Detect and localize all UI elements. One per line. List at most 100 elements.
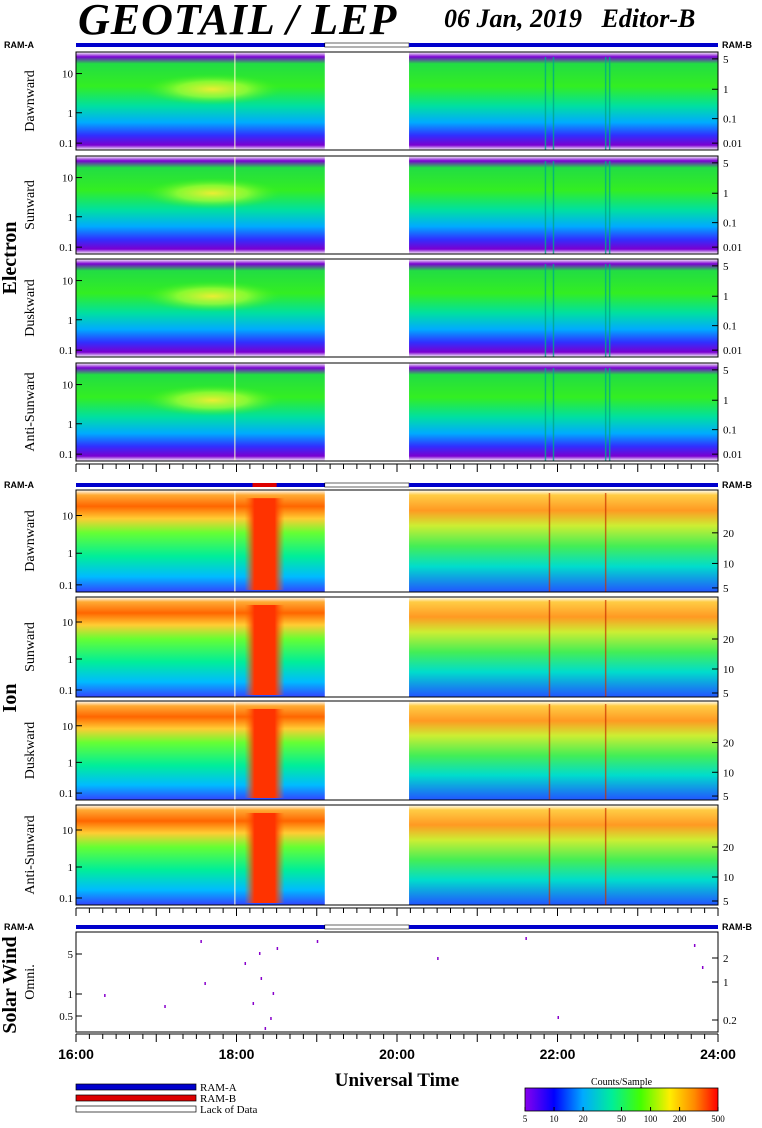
spectrogram-cells: [76, 805, 325, 905]
solar-wind-point: [525, 937, 527, 940]
y-tick-label: 1: [68, 989, 74, 1001]
y-tick-right-label: 5: [723, 158, 729, 170]
y-tick-right-label: 10: [723, 767, 735, 779]
panel-frame: [75, 804, 719, 906]
y-tick-right-label: 0.1: [723, 114, 737, 126]
y-tick-label: 0.1: [59, 893, 73, 905]
y-tick-label: 5: [68, 949, 74, 961]
y-tick-right-label: 2: [723, 953, 729, 965]
y-tick-right-label: 0.1: [723, 218, 737, 230]
panel-label: Duskward: [23, 279, 38, 337]
page-subtitle: 06 Jan, 2019 Editor-B: [444, 4, 695, 34]
y-tick-right-label: 10: [723, 872, 735, 884]
panel-label: Anti-Sunward: [23, 815, 38, 894]
solar-wind-point: [252, 1002, 255, 1005]
date-label: 06 Jan, 2019: [444, 4, 582, 33]
panel-frame: [75, 931, 719, 1033]
solar-wind-point: [164, 1005, 166, 1008]
legend-label: Lack of Data: [200, 1104, 258, 1116]
y-tick-right-label: 5: [723, 688, 729, 700]
spectrogram-cells: [76, 701, 325, 800]
y-tick-label: 1: [68, 315, 74, 327]
colorbar-title: Counts/Sample: [591, 1077, 653, 1088]
ram-a-bar: [76, 925, 325, 929]
y-tick-right-label: 0.1: [723, 321, 737, 333]
panel-frame: [75, 362, 719, 462]
panel-frame: [75, 700, 719, 801]
spectrogram-hotspot: [142, 280, 283, 312]
y-tick-label: 0.5: [59, 1011, 73, 1023]
panel-label: Dawnward: [23, 70, 38, 131]
solar-wind-point: [693, 944, 696, 947]
ram-b-label: RAM-B: [722, 922, 752, 932]
ram-a-label: RAM-A: [4, 480, 34, 490]
solar-wind-point: [701, 966, 704, 969]
ram-a-label: RAM-A: [4, 922, 34, 932]
y-tick-label: 0.1: [59, 242, 73, 254]
y-tick-right-label: 20: [723, 738, 735, 750]
y-tick-right-label: 0.1: [723, 425, 737, 437]
solar-wind-point: [270, 1017, 272, 1020]
y-tick-label: 10: [62, 380, 74, 392]
y-tick-label: 0.1: [59, 449, 73, 461]
y-tick-right-label: 1: [723, 291, 729, 303]
panel-label: Sunward: [23, 180, 38, 230]
y-tick-label: 10: [62, 825, 74, 837]
y-tick-label: 0.1: [59, 580, 73, 592]
solar-wind-point: [104, 994, 106, 997]
y-tick-label: 10: [62, 721, 74, 733]
solar-wind-point: [200, 940, 202, 943]
spectrogram-burst: [244, 813, 285, 903]
spectrogram-hotspot: [142, 177, 283, 209]
y-tick-right-label: 5: [723, 791, 729, 803]
y-tick-right-label: 0.2: [723, 1015, 737, 1027]
spectrogram-cells: [409, 597, 718, 697]
ram-a-bar: [76, 483, 325, 487]
y-tick-label: 10: [62, 617, 74, 629]
ram-b-bar: [252, 483, 277, 487]
x-axis-label: Universal Time: [335, 1070, 459, 1091]
colorbar-tick-label: 20: [579, 1114, 589, 1124]
panel-label: Dawnward: [23, 510, 38, 571]
y-tick-right-label: 10: [723, 558, 735, 570]
spectrogram-hotspot: [142, 73, 283, 105]
page-title: GEOTAIL / LEP: [78, 0, 398, 44]
lack-of-data-bar: [324, 482, 410, 488]
x-tick-label: 16:00: [58, 1046, 94, 1062]
y-tick-label: 10: [62, 276, 74, 288]
solar-wind-point: [437, 957, 439, 960]
y-tick-right-label: 1: [723, 188, 729, 200]
y-tick-label: 0.1: [59, 685, 73, 697]
y-tick-right-label: 0.01: [723, 345, 742, 357]
colorbar-tick-label: 200: [673, 1114, 687, 1124]
y-tick-label: 0.1: [59, 345, 73, 357]
y-tick-right-label: 5: [723, 365, 729, 377]
x-tick-label: 24:00: [700, 1046, 736, 1062]
spectrogram-cells: [409, 52, 718, 150]
spectrogram-burst: [244, 498, 285, 590]
spectrogram-burst: [244, 605, 285, 695]
y-tick-label: 10: [62, 511, 74, 523]
spectrogram-cells: [409, 259, 718, 357]
legend-swatch: [75, 1083, 197, 1091]
solar-wind-point: [204, 982, 206, 985]
solar-wind-point: [276, 947, 279, 950]
y-tick-label: 1: [68, 108, 74, 120]
lack-of-data-bar: [324, 924, 410, 930]
ram-b-label: RAM-B: [722, 480, 752, 490]
legend-label: RAM-B: [200, 1093, 236, 1105]
x-tick-label: 18:00: [219, 1046, 255, 1062]
colorbar-tick-label: 500: [711, 1114, 725, 1124]
lack-of-data-bar: [324, 42, 410, 48]
solar-wind-point: [264, 1027, 267, 1030]
group-label: Electron: [0, 222, 21, 295]
y-tick-right-label: 0.01: [723, 138, 742, 150]
y-tick-right-label: 0.01: [723, 242, 742, 254]
y-tick-label: 1: [68, 212, 74, 224]
panel-label: Anti-Sunward: [23, 372, 38, 451]
spectrogram-cells: [76, 597, 325, 697]
y-tick-right-label: 5: [723, 896, 729, 908]
y-tick-label: 10: [62, 173, 74, 185]
legend-label: RAM-A: [200, 1082, 237, 1094]
solar-wind-point: [258, 952, 261, 955]
